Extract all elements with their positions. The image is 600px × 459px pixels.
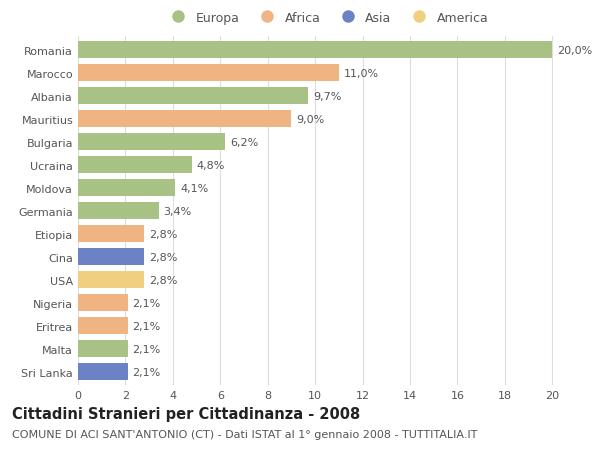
Text: 2,8%: 2,8% bbox=[149, 252, 178, 262]
Text: 2,8%: 2,8% bbox=[149, 229, 178, 239]
Text: 20,0%: 20,0% bbox=[557, 45, 592, 56]
Bar bbox=[78, 203, 158, 219]
Bar bbox=[78, 42, 552, 59]
Bar bbox=[78, 226, 145, 242]
Bar bbox=[78, 341, 128, 357]
Text: 3,4%: 3,4% bbox=[163, 206, 191, 216]
Text: 2,8%: 2,8% bbox=[149, 275, 178, 285]
Text: 9,0%: 9,0% bbox=[296, 114, 325, 124]
Text: 11,0%: 11,0% bbox=[344, 68, 379, 78]
Text: 4,8%: 4,8% bbox=[197, 160, 225, 170]
Text: 6,2%: 6,2% bbox=[230, 137, 258, 147]
Text: 2,1%: 2,1% bbox=[133, 298, 161, 308]
Text: 9,7%: 9,7% bbox=[313, 91, 341, 101]
Bar bbox=[78, 272, 145, 288]
Legend: Europa, Africa, Asia, America: Europa, Africa, Asia, America bbox=[163, 9, 491, 27]
Text: Cittadini Stranieri per Cittadinanza - 2008: Cittadini Stranieri per Cittadinanza - 2… bbox=[12, 406, 360, 421]
Bar bbox=[78, 318, 128, 334]
Bar bbox=[78, 180, 175, 196]
Text: 4,1%: 4,1% bbox=[180, 183, 208, 193]
Text: COMUNE DI ACI SANT'ANTONIO (CT) - Dati ISTAT al 1° gennaio 2008 - TUTTITALIA.IT: COMUNE DI ACI SANT'ANTONIO (CT) - Dati I… bbox=[12, 429, 478, 439]
Bar bbox=[78, 295, 128, 311]
Text: 2,1%: 2,1% bbox=[133, 367, 161, 377]
Text: 2,1%: 2,1% bbox=[133, 344, 161, 354]
Bar bbox=[78, 249, 145, 265]
Bar bbox=[78, 134, 225, 151]
Bar bbox=[78, 157, 192, 174]
Bar bbox=[78, 65, 339, 82]
Bar bbox=[78, 111, 292, 128]
Bar bbox=[78, 88, 308, 105]
Text: 2,1%: 2,1% bbox=[133, 321, 161, 331]
Bar bbox=[78, 364, 128, 380]
